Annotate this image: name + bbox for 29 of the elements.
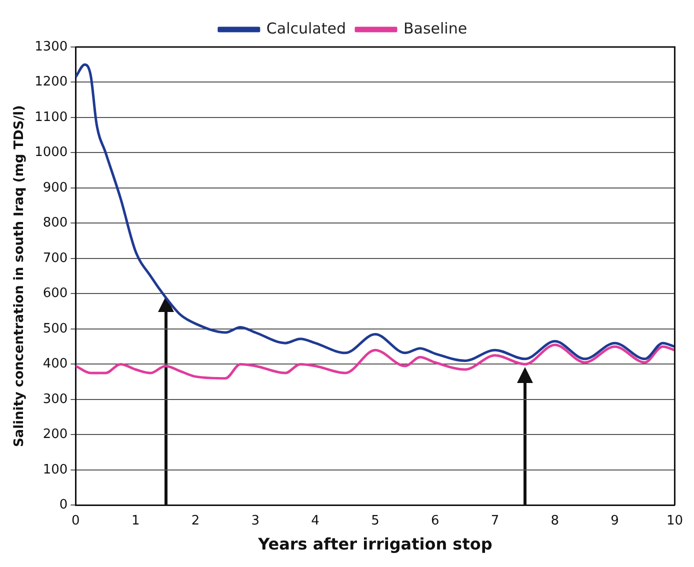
x-tick-label: 5 <box>371 513 380 528</box>
x-tick-label: 3 <box>251 513 260 528</box>
y-tick-label: 500 <box>42 321 68 336</box>
y-tick-label: 100 <box>42 462 68 478</box>
y-tick-label: 1000 <box>34 145 68 160</box>
x-tick-label: 6 <box>430 513 440 528</box>
y-tick-label: 700 <box>42 250 68 266</box>
x-tick-label: 1 <box>131 513 140 528</box>
y-tick-label: 300 <box>42 392 68 407</box>
legend-label: Calculated <box>266 19 346 38</box>
y-tick-label: 0 <box>59 498 68 513</box>
y-tick-label: 600 <box>42 286 68 302</box>
x-tick-label: 7 <box>490 513 500 528</box>
x-tick-label: 9 <box>610 513 619 528</box>
y-axis-title: Salinity concentration in south Iraq (mg TDS/l) <box>12 105 28 448</box>
y-tick-label: 1300 <box>34 39 68 54</box>
y-tick-label: 200 <box>42 427 68 442</box>
y-tick-label: 1200 <box>34 74 68 90</box>
x-tick-label: 2 <box>191 513 200 528</box>
y-tick-label: 1100 <box>34 110 68 125</box>
x-tick-label: 8 <box>550 513 560 528</box>
y-tick-label: 900 <box>42 180 68 196</box>
x-tick-label: 0 <box>72 513 80 528</box>
x-tick-label: 10 <box>666 513 683 528</box>
x-axis-title: Years after irrigation stop <box>257 534 492 554</box>
legend-label: Baseline <box>403 19 468 38</box>
y-tick-label: 800 <box>42 216 68 231</box>
y-tick-label: 400 <box>42 356 68 372</box>
x-tick-label: 4 <box>311 513 320 528</box>
